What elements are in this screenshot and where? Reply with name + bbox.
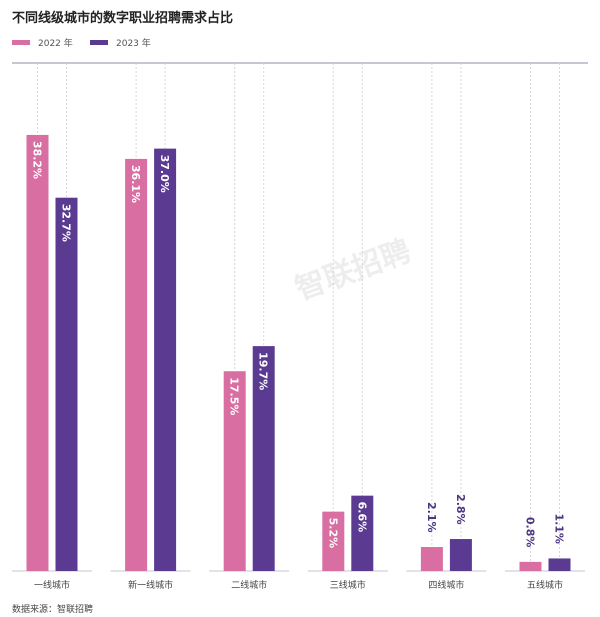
legend-2023: 2023 年 xyxy=(90,36,151,49)
bar xyxy=(420,547,443,571)
bar xyxy=(55,197,78,571)
chart-title: 不同线级城市的数字职业招聘需求占比 xyxy=(12,11,234,26)
data-label: 0.8% xyxy=(524,517,537,548)
bar xyxy=(125,158,148,571)
data-label: 32.7% xyxy=(60,204,73,242)
data-source: 数据来源：智联招聘 xyxy=(12,605,94,615)
category-label: 二线城市 xyxy=(231,579,267,591)
data-label: 2.8% xyxy=(454,494,467,525)
category-label: 一线城市 xyxy=(34,579,70,591)
category-label: 五线城市 xyxy=(527,579,563,591)
data-label: 38.2% xyxy=(31,141,44,179)
legend-swatch xyxy=(12,40,30,45)
bar xyxy=(322,511,345,571)
bar xyxy=(154,148,177,571)
data-label: 5.2% xyxy=(326,518,339,549)
bar xyxy=(26,134,49,571)
data-label: 2.1% xyxy=(425,502,438,533)
bar xyxy=(223,371,246,571)
bar xyxy=(449,539,472,571)
legend-2022: 2022 年 xyxy=(12,36,73,49)
data-label: 6.6% xyxy=(355,502,368,533)
category-label: 四线城市 xyxy=(428,579,464,591)
data-label: 37.0% xyxy=(158,155,171,193)
data-label: 17.5% xyxy=(228,377,241,415)
watermark-logo: 智联招聘 xyxy=(291,234,416,308)
category-label: 三线城市 xyxy=(330,579,366,591)
bar xyxy=(351,495,374,571)
legend-label: 2023 年 xyxy=(116,39,151,49)
bar xyxy=(519,561,542,571)
bar xyxy=(548,558,571,571)
data-label: 19.7% xyxy=(257,352,270,390)
legend-label: 2022 年 xyxy=(38,39,73,49)
category-label: 新一线城市 xyxy=(128,579,173,591)
data-label: 1.1% xyxy=(553,513,566,544)
bar xyxy=(252,346,275,571)
data-label: 36.1% xyxy=(129,165,142,203)
legend-swatch xyxy=(90,40,108,45)
